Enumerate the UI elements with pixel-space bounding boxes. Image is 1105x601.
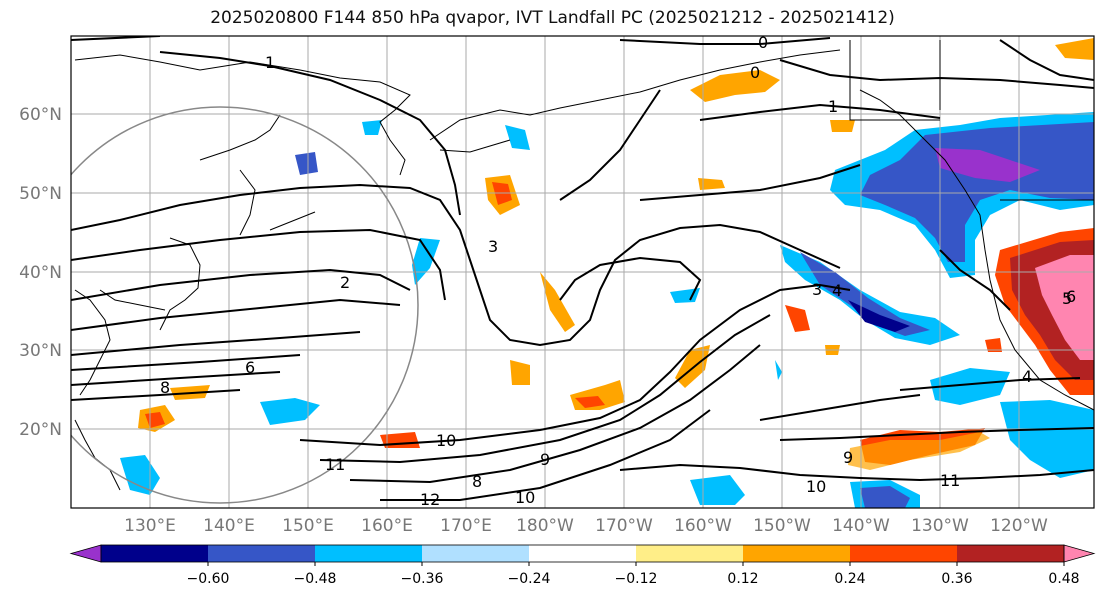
contour-label: 10 bbox=[806, 477, 826, 496]
contour-label: 10 bbox=[436, 431, 456, 450]
contour-label: 0 bbox=[758, 33, 768, 52]
colorbar-border bbox=[100, 544, 1065, 563]
contour-label: 3 bbox=[812, 280, 822, 299]
contour-label: 11 bbox=[325, 455, 345, 474]
coastlines bbox=[74, 40, 1094, 491]
contour-label: 4 bbox=[832, 281, 842, 300]
ivt-contours bbox=[71, 36, 1094, 501]
colorbar-tick-label: −0.24 bbox=[508, 571, 551, 587]
lon-tick-label: 140°E bbox=[203, 516, 255, 536]
colorbar: −0.60 −0.48 −0.36 −0.24 −0.12 0.12 0.24 0.36 0.4… bbox=[69, 544, 1096, 587]
colorbar-tick-label: −0.12 bbox=[615, 571, 658, 587]
colorbar-tick-label: 0.12 bbox=[727, 571, 758, 587]
lon-axis: 130°E 140°E 150°E 160°E 170°E 180°W 170°… bbox=[124, 516, 1048, 536]
colorbar-tick-label: 0.36 bbox=[941, 571, 972, 587]
colorbar-swatch bbox=[101, 545, 209, 562]
contour-label: 9 bbox=[540, 450, 550, 469]
contour-label: 6 bbox=[245, 358, 255, 377]
colorbar-tick-label: 0.48 bbox=[1048, 571, 1079, 587]
range-circle bbox=[71, 106, 419, 504]
contour-label: 12 bbox=[420, 490, 440, 509]
qvapor-shading bbox=[120, 38, 1094, 508]
lon-tick-label: 140°W bbox=[832, 516, 890, 536]
colorbar-swatch bbox=[208, 545, 316, 562]
colorbar-swatch bbox=[422, 545, 530, 562]
contour-label: 2 bbox=[340, 273, 350, 292]
colorbar-swatch bbox=[315, 545, 423, 562]
lat-axis: 60°N 50°N 40°N 30°N 20°N bbox=[19, 105, 62, 440]
map-frame bbox=[70, 35, 1095, 509]
lat-tick-label: 40°N bbox=[19, 263, 62, 283]
lon-tick-label: 150°E bbox=[282, 516, 334, 536]
contour-label: 0 bbox=[750, 63, 760, 82]
lon-tick-label: 170°W bbox=[595, 516, 653, 536]
contour-label: 3 bbox=[488, 237, 498, 256]
lat-tick-label: 50°N bbox=[19, 184, 62, 204]
lon-tick-label: 150°W bbox=[753, 516, 811, 536]
lon-tick-label: 160°W bbox=[674, 516, 732, 536]
colorbar-swatch bbox=[850, 545, 958, 562]
colorbar-tick-label: 0.24 bbox=[834, 571, 865, 587]
lat-tick-label: 30°N bbox=[19, 341, 62, 361]
contour-label: 5 bbox=[1062, 289, 1072, 308]
lon-tick-label: 120°W bbox=[990, 516, 1048, 536]
colorbar-swatch bbox=[69, 544, 102, 563]
contour-labels: 0 0 1 1 2 3 3 4 4 5 6 6 8 8 9 9 10 10 10… bbox=[160, 33, 1076, 509]
lon-tick-label: 130°E bbox=[124, 516, 176, 536]
contour-label: 1 bbox=[265, 53, 275, 72]
contour-label: 8 bbox=[160, 378, 170, 397]
contour-label: 11 bbox=[940, 471, 960, 490]
colorbar-tick-label: −0.48 bbox=[294, 571, 337, 587]
lon-tick-label: 180°W bbox=[516, 516, 574, 536]
contour-label: 1 bbox=[828, 97, 838, 116]
colorbar-swatch bbox=[743, 545, 851, 562]
lon-tick-label: 160°E bbox=[361, 516, 413, 536]
lat-tick-label: 60°N bbox=[19, 105, 62, 125]
colorbar-tick-label: −0.60 bbox=[187, 571, 230, 587]
contour-label: 6 bbox=[1066, 287, 1076, 306]
lat-tick-label: 20°N bbox=[19, 420, 62, 440]
colorbar-tick-label: −0.36 bbox=[401, 571, 444, 587]
map-title: 2025020800 F144 850 hPa qvapor, IVT Land… bbox=[210, 8, 895, 28]
colorbar-swatch bbox=[529, 545, 637, 562]
colorbar-swatch bbox=[636, 545, 744, 562]
lon-tick-label: 170°E bbox=[440, 516, 492, 536]
contour-label: 10 bbox=[515, 488, 535, 507]
colorbar-swatch bbox=[957, 545, 1065, 562]
contour-label: 4 bbox=[1022, 367, 1032, 386]
colorbar-swatch bbox=[1063, 544, 1096, 563]
contour-label: 8 bbox=[472, 472, 482, 491]
lon-tick-label: 130°W bbox=[911, 516, 969, 536]
contour-label: 9 bbox=[843, 448, 853, 467]
